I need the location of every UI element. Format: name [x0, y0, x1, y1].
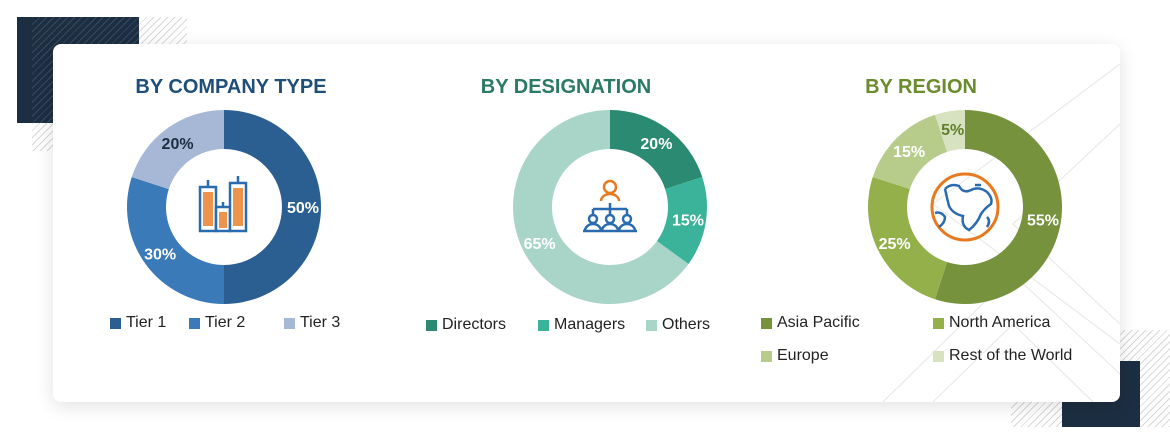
legend-label: Managers — [554, 316, 626, 333]
chart-title: BY DESIGNATION — [480, 76, 652, 98]
globe-icon — [930, 172, 1000, 242]
legend-label: Rest of the World — [949, 347, 1073, 364]
legend-item[interactable]: Europe — [761, 347, 829, 365]
legend-item[interactable]: Others — [646, 316, 710, 334]
slice-managers[interactable] — [656, 177, 707, 265]
legend-item[interactable]: Rest of the World — [933, 347, 1072, 365]
data-label: 65% — [524, 236, 556, 253]
corner-hatch-left — [32, 123, 53, 151]
data-label: 5% — [941, 122, 964, 139]
slice-tier-2[interactable] — [126, 177, 224, 304]
legend-swatch — [933, 317, 944, 329]
donut-chart: 50% 30% 20% — [126, 110, 321, 304]
legend-swatch — [646, 319, 657, 331]
data-label: 15% — [893, 144, 925, 161]
chart-card: BY COMPANY TYPE 50% 30% 20% Tier 1 Tier 2 Tier… — [53, 44, 1120, 402]
data-label: 20% — [162, 136, 194, 153]
slice-others[interactable] — [513, 110, 689, 304]
legend-swatch — [761, 350, 772, 362]
slice-asia-pacific[interactable] — [935, 110, 1062, 304]
corner-hatch-top — [139, 17, 187, 44]
team-hierarchy-icon — [583, 179, 637, 233]
legend-label: Europe — [777, 347, 829, 364]
chart-title: BY COMPANY TYPE — [135, 76, 327, 98]
legend-swatch — [189, 317, 200, 329]
slice-rest-of-the-world[interactable] — [935, 110, 965, 152]
legend-item[interactable]: Tier 3 — [284, 314, 340, 332]
donut-chart: 20% 15% 65% — [513, 110, 707, 304]
slice-directors[interactable] — [610, 110, 703, 190]
legend-label: Tier 1 — [126, 314, 167, 331]
legend-swatch — [761, 317, 772, 329]
buildings-icon — [198, 176, 248, 233]
legend-swatch — [538, 319, 549, 331]
slice-tier-3[interactable] — [131, 110, 224, 190]
legend-swatch — [110, 317, 121, 329]
legend-item[interactable]: Directors — [426, 316, 506, 334]
data-label: 30% — [144, 246, 176, 263]
legend-item[interactable]: Managers — [538, 316, 625, 334]
slice-tier-1[interactable] — [224, 110, 321, 304]
legend-label: North America — [949, 314, 1051, 331]
legend-label: Others — [662, 316, 711, 333]
legend-label: Tier 2 — [205, 314, 246, 331]
legend-item[interactable]: Asia Pacific — [761, 314, 860, 332]
legend-swatch — [426, 319, 437, 331]
panel-company-type: BY COMPANY TYPE 50% 30% 20% Tier 1 Tier 2 Tier… — [53, 44, 409, 402]
legend-item[interactable]: North America — [933, 314, 1050, 332]
legend-label: Asia Pacific — [777, 314, 860, 331]
data-label: 50% — [287, 200, 319, 217]
donut-chart: 55% 25% 15% 5% — [868, 110, 1062, 304]
legend-label: Directors — [442, 316, 507, 333]
legend-item[interactable]: Tier 1 — [110, 314, 166, 332]
panel-designation: BY DESIGNATION 20% 15% 65% Directors Managers… — [388, 44, 744, 402]
legend-swatch — [284, 317, 295, 329]
legend-item[interactable]: Tier 2 — [189, 314, 245, 332]
data-label: 25% — [879, 236, 911, 253]
chart-title: BY REGION — [865, 76, 977, 98]
slice-north-america[interactable] — [868, 177, 948, 300]
data-label: 15% — [672, 212, 704, 229]
slice-europe[interactable] — [872, 114, 948, 190]
data-label: 55% — [1027, 212, 1059, 229]
data-label: 20% — [640, 136, 672, 153]
panel-region: BY REGION 55% 25% 15% 5% Asia Pacific North Am… — [743, 44, 1099, 402]
legend-label: Tier 3 — [300, 314, 341, 331]
legend-swatch — [933, 350, 944, 362]
